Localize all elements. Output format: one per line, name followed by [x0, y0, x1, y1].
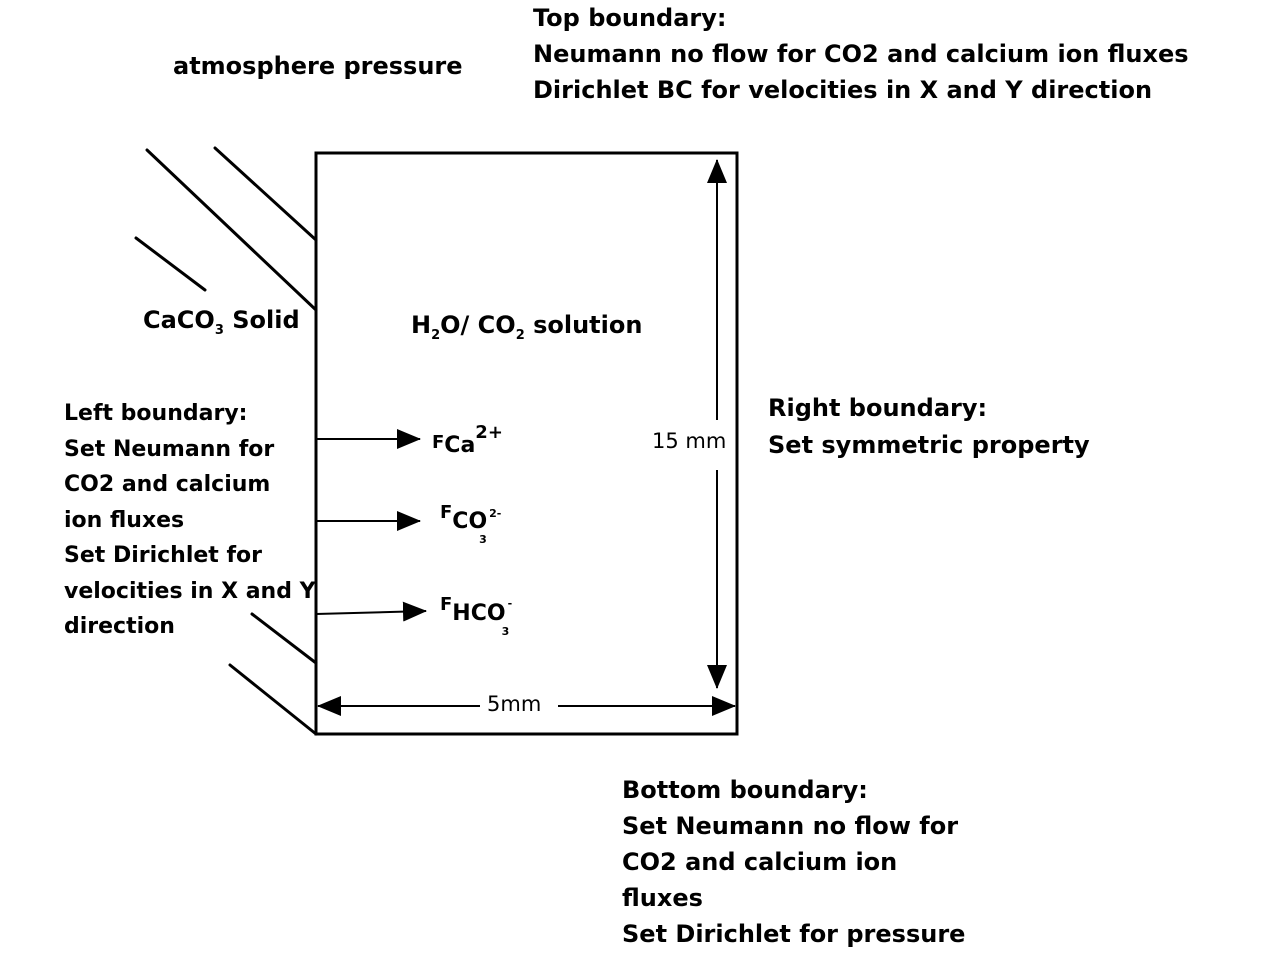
- flux-label-hco3: FHCO -3: [440, 582, 520, 638]
- left-boundary-line: velocities in X and Y: [64, 578, 316, 604]
- bottom-boundary-text: Bottom boundary: Set Neumann no flow for…: [622, 772, 965, 952]
- right-boundary-line: Set symmetric property: [768, 431, 1090, 459]
- flux-scripts: -3: [502, 588, 520, 638]
- flux-sub-index: 3: [501, 625, 510, 638]
- flux-symbol: F: [440, 502, 453, 523]
- height-dimension-label: 15 mm: [652, 429, 727, 453]
- flux-label-co3: FCO 2- 3: [440, 490, 501, 546]
- left-boundary-line: CO2 and calcium: [64, 472, 271, 497]
- flux-charge: 2-: [489, 507, 502, 520]
- left-boundary-line: direction: [64, 614, 175, 639]
- solution-label-b: O/ CO: [440, 311, 516, 339]
- right-boundary-line: Right boundary:: [768, 394, 988, 422]
- top-boundary-line: Neumann no flow for CO2 and calcium ion …: [533, 40, 1189, 68]
- left-boundary-line: Set Dirichlet for: [64, 543, 263, 568]
- top-boundary-text: Top boundary: Neumann no flow for CO2 an…: [533, 0, 1189, 108]
- flux-label-ca: FCa2+: [432, 420, 503, 463]
- solid-label: CaCO3 Solid: [143, 302, 300, 349]
- bottom-boundary-line: Bottom boundary:: [622, 776, 868, 804]
- bottom-boundary-line: fluxes: [622, 884, 703, 912]
- solid-label-rest: Solid: [223, 306, 300, 334]
- left-boundary-line: Set Neumann for: [64, 436, 275, 462]
- flux-species: Ca: [444, 433, 476, 458]
- solid-label-sub: 3: [214, 322, 224, 338]
- solid-hatching-bottom: [228, 612, 318, 736]
- flux-scripts: 2- 3: [479, 496, 501, 546]
- top-boundary-line: Top boundary:: [533, 4, 727, 32]
- width-dimension-label: 5mm: [487, 692, 542, 716]
- solution-label-sub1: 2: [431, 327, 441, 343]
- left-boundary-line: Left boundary:: [64, 401, 248, 426]
- flux-symbol: F: [432, 432, 445, 453]
- flux-charge: 2+: [475, 422, 503, 443]
- solid-hatching-top: [134, 146, 318, 312]
- bottom-boundary-line: Set Neumann no flow for: [622, 812, 959, 840]
- flux-sub-index: 3: [479, 533, 487, 546]
- flux-species: HCO: [452, 601, 506, 626]
- bottom-boundary-line: CO2 and calcium ion: [622, 848, 898, 876]
- solid-label-base: CaCO: [143, 306, 215, 334]
- left-boundary-text: Left boundary: Set Neumann for CO2 and c…: [64, 396, 316, 645]
- atmosphere-label: atmosphere pressure: [173, 52, 463, 80]
- solution-label-a: H: [411, 311, 432, 339]
- solution-label-c: solution: [524, 311, 643, 339]
- solution-label: H2O/ CO2 solution: [411, 307, 642, 354]
- flux-symbol: F: [440, 594, 453, 615]
- domain-rectangle: [314, 151, 739, 736]
- left-boundary-line: ion fluxes: [64, 507, 185, 533]
- solution-label-sub2: 2: [515, 327, 525, 343]
- bottom-boundary-line: Set Dirichlet for pressure: [622, 920, 966, 948]
- top-boundary-line: Dirichlet BC for velocities in X and Y d…: [533, 76, 1153, 104]
- flux-arrow-hco3: [315, 601, 427, 622]
- flux-species: CO: [452, 509, 488, 534]
- flux-charge: -: [507, 597, 513, 610]
- right-boundary-text: Right boundary: Set symmetric property: [768, 390, 1090, 464]
